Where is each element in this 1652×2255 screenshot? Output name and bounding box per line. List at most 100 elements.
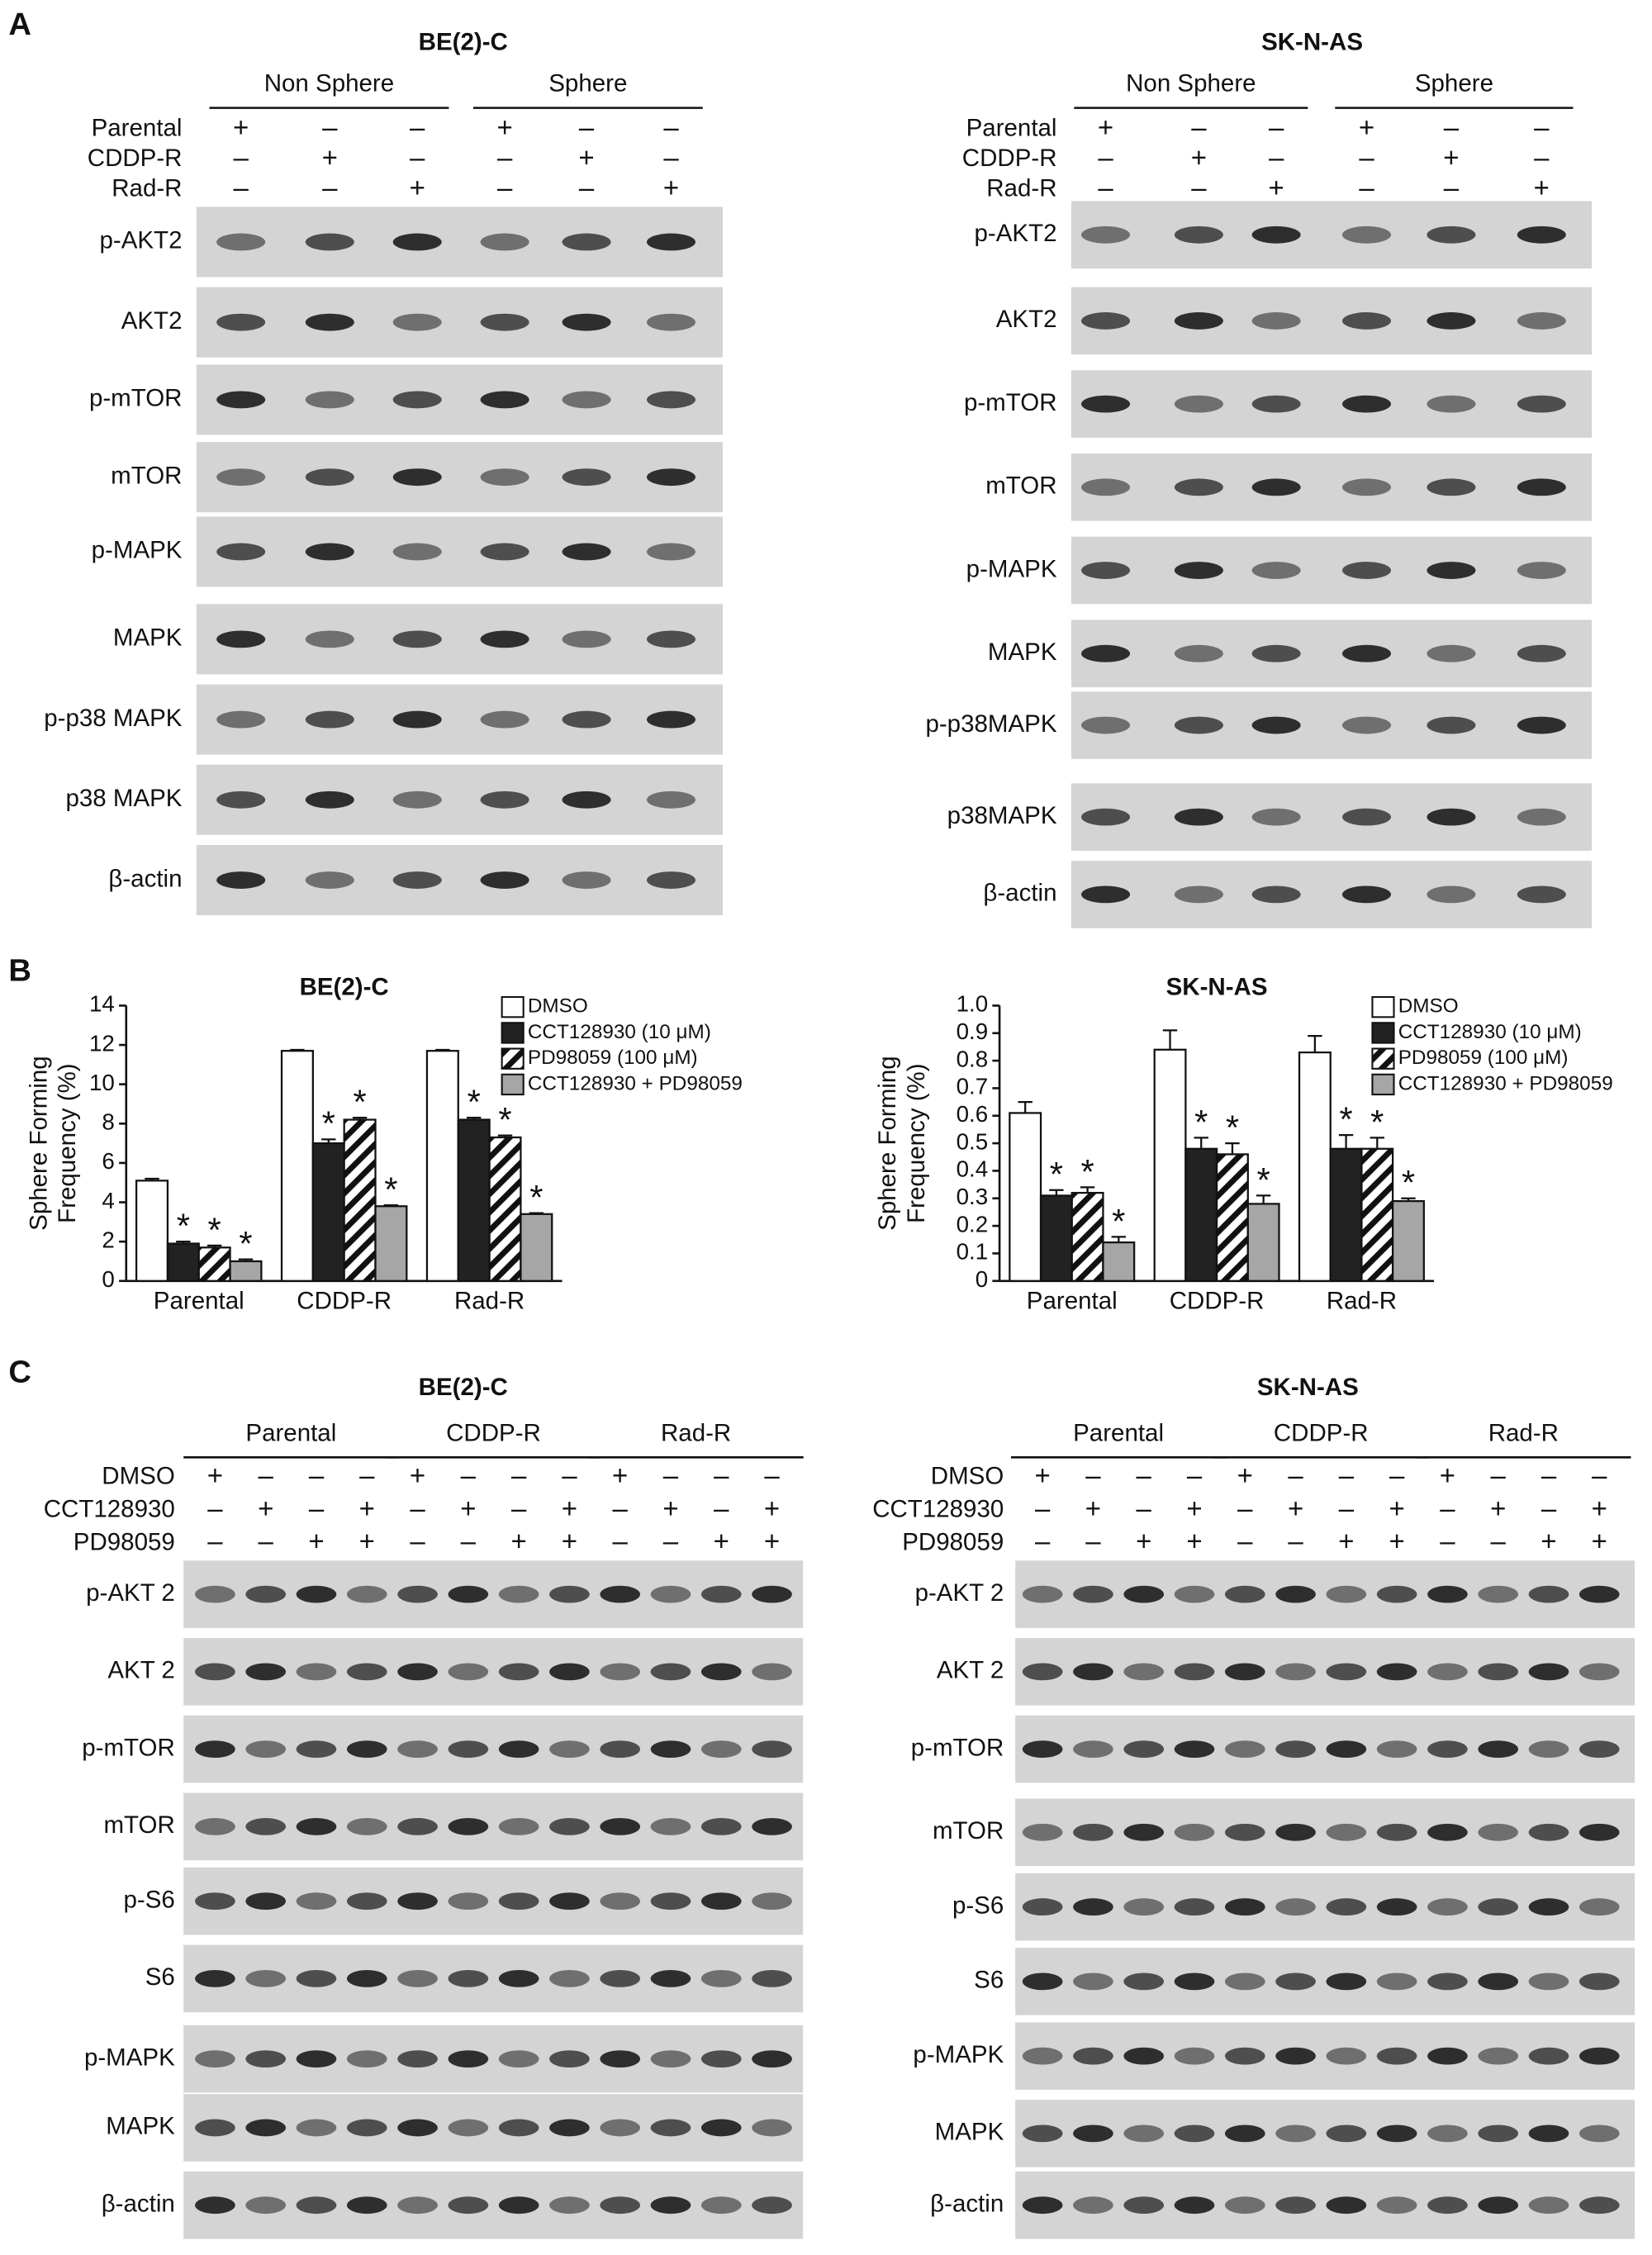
band xyxy=(216,313,266,331)
band xyxy=(1022,1973,1063,1991)
y-axis-label: Frequency (%) xyxy=(54,1063,81,1222)
legend-swatch xyxy=(1371,1073,1395,1096)
bar xyxy=(520,1213,553,1282)
y-tick-label: 0 xyxy=(976,1266,988,1292)
legend-label: CCT128930 (10 μM) xyxy=(528,1021,711,1043)
condition-sign: – xyxy=(410,1526,425,1556)
band-label: S6 xyxy=(145,1963,175,1991)
y-tick-label: 14 xyxy=(89,991,115,1017)
band xyxy=(700,1740,742,1759)
y-tick-label: 0.7 xyxy=(957,1074,989,1099)
band xyxy=(1073,1898,1113,1916)
band xyxy=(216,468,266,487)
band xyxy=(1517,312,1566,330)
band xyxy=(1517,226,1566,244)
x-tick-label: CDDP-R xyxy=(297,1288,392,1315)
band xyxy=(1528,1973,1569,1991)
band xyxy=(600,1663,640,1681)
y-tick-label: 1.0 xyxy=(957,991,989,1017)
band xyxy=(216,233,266,251)
group-label: CDDP-R xyxy=(1274,1419,1369,1446)
band xyxy=(1578,1898,1620,1916)
band xyxy=(305,710,354,729)
band xyxy=(646,313,696,331)
band xyxy=(1073,2196,1113,2215)
band-label: p-S6 xyxy=(952,1892,1004,1919)
condition-sign: + xyxy=(1288,1493,1303,1523)
band xyxy=(346,1663,387,1681)
band xyxy=(549,1817,590,1835)
band xyxy=(305,630,354,648)
band xyxy=(1224,1823,1265,1841)
band xyxy=(1081,562,1131,579)
band xyxy=(562,710,611,729)
band xyxy=(498,2119,539,2137)
band xyxy=(216,790,266,809)
condition-sign: – xyxy=(259,1460,274,1490)
blot-strip xyxy=(1070,370,1593,438)
condition-sign: – xyxy=(1288,1460,1303,1490)
band-label: β-actin xyxy=(983,880,1056,907)
y-axis-label: Sphere Forming xyxy=(874,1056,901,1231)
band xyxy=(216,710,266,729)
band-label: AKT 2 xyxy=(937,1657,1004,1684)
blot-strip xyxy=(1070,201,1593,269)
y-tick-label: 0.5 xyxy=(957,1128,989,1154)
band-label: S6 xyxy=(974,1967,1004,1994)
band xyxy=(195,2196,235,2215)
band xyxy=(448,2119,489,2137)
significance-star: * xyxy=(353,1083,366,1122)
legend-label: DMSO xyxy=(528,995,588,1018)
chart-title: SK-N-AS xyxy=(1166,973,1268,1000)
blot-strip xyxy=(1070,453,1593,521)
band xyxy=(1578,1663,1620,1681)
band xyxy=(562,543,611,561)
band xyxy=(195,1892,235,1911)
band xyxy=(195,1817,235,1835)
y-tick-label: 12 xyxy=(89,1030,115,1056)
band xyxy=(1174,1663,1215,1681)
band xyxy=(1342,716,1392,734)
condition-sign: – xyxy=(322,112,338,142)
band xyxy=(600,1969,640,1987)
blot-title: BE(2)-C xyxy=(419,28,508,55)
band xyxy=(195,2119,235,2137)
band xyxy=(305,871,354,889)
condition-label: Rad-R xyxy=(986,174,1056,202)
significance-star: * xyxy=(1050,1155,1063,1194)
y-tick-label: 2 xyxy=(102,1227,114,1252)
band xyxy=(216,630,266,648)
condition-sign: – xyxy=(1541,1460,1557,1490)
band xyxy=(1517,716,1566,734)
bar xyxy=(1246,1203,1280,1282)
condition-sign: – xyxy=(1491,1460,1507,1490)
band xyxy=(305,790,354,809)
blot-strip xyxy=(1070,287,1593,355)
band xyxy=(1251,562,1301,579)
band xyxy=(296,1969,337,1987)
band-label: p-MAPK xyxy=(966,555,1057,582)
bar xyxy=(311,1142,345,1282)
band xyxy=(1578,1740,1620,1759)
band xyxy=(1081,885,1131,904)
band xyxy=(1326,2124,1367,2143)
panel-label: A xyxy=(8,7,31,42)
significance-star: * xyxy=(1112,1202,1125,1241)
band xyxy=(1376,1823,1417,1841)
condition-sign: + xyxy=(1035,1460,1051,1490)
legend-label: PD98059 (100 μM) xyxy=(528,1047,698,1069)
condition-sign: + xyxy=(1136,1526,1151,1556)
band xyxy=(1123,1740,1165,1759)
significance-star: * xyxy=(1080,1152,1094,1191)
band xyxy=(1174,644,1223,662)
legend-label: CCT128930 + PD98059 xyxy=(1398,1072,1613,1094)
group-label: Sphere xyxy=(548,70,627,97)
band xyxy=(392,468,442,487)
band xyxy=(1528,1898,1569,1916)
band xyxy=(650,1663,691,1681)
band xyxy=(1073,1823,1113,1841)
band xyxy=(1224,2124,1265,2143)
y-axis-label: Sphere Forming xyxy=(25,1056,52,1231)
condition-sign: + xyxy=(1186,1526,1202,1556)
band-label: p-MAPK xyxy=(92,537,183,564)
